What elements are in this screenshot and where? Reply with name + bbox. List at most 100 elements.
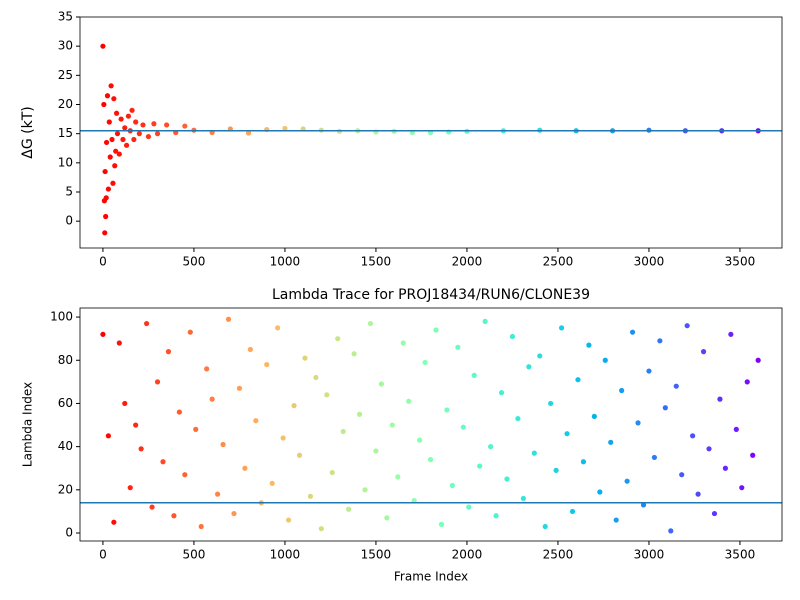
point: [711, 510, 718, 517]
y-tick-label: 20: [58, 482, 73, 496]
point: [151, 121, 157, 127]
point: [340, 428, 346, 435]
point: [275, 325, 281, 331]
point: [477, 463, 483, 469]
y-tick-label: 80: [58, 353, 73, 367]
point: [140, 122, 146, 128]
point: [220, 441, 226, 448]
axes-frame: [79, 16, 783, 249]
point: [307, 493, 314, 499]
point: [602, 357, 608, 363]
point: [131, 136, 137, 143]
point: [125, 113, 132, 119]
point: [651, 454, 658, 461]
x-tick-label: 3000: [634, 548, 665, 562]
point: [102, 230, 108, 236]
point: [171, 513, 177, 519]
point: [384, 515, 390, 521]
point: [245, 130, 252, 136]
point: [558, 325, 565, 331]
point: [515, 415, 521, 422]
point: [335, 336, 341, 342]
point: [728, 331, 734, 337]
point: [569, 508, 576, 515]
point: [112, 163, 118, 169]
x-tick-label: 2500: [543, 255, 574, 269]
point: [619, 387, 625, 394]
point: [110, 180, 116, 186]
point: [209, 396, 215, 402]
point: [444, 407, 450, 413]
point: [122, 400, 128, 407]
point: [102, 168, 108, 175]
point: [105, 186, 111, 192]
point: [438, 521, 445, 527]
point: [395, 474, 401, 480]
point: [282, 125, 288, 132]
point: [108, 83, 114, 89]
point: [542, 523, 548, 530]
point: [700, 349, 707, 355]
chart-title: Lambda Trace for PROJ18434/RUN6/CLONE39: [272, 287, 590, 303]
point: [417, 437, 423, 443]
point: [362, 487, 368, 493]
point: [324, 392, 330, 398]
point: [103, 213, 109, 220]
y-tick-label: 30: [58, 39, 73, 53]
x-tick-label: 1000: [270, 255, 301, 269]
point: [400, 340, 406, 346]
point: [690, 433, 696, 439]
point: [127, 485, 133, 491]
point: [717, 396, 723, 402]
point: [613, 517, 619, 523]
point: [204, 366, 210, 372]
point: [100, 43, 106, 49]
point: [668, 528, 674, 534]
point: [526, 364, 532, 370]
point: [744, 379, 750, 385]
point: [509, 333, 516, 340]
point: [187, 329, 193, 335]
point: [466, 504, 472, 510]
x-tick-label: 3500: [725, 255, 756, 269]
point: [389, 422, 395, 428]
point: [103, 139, 110, 146]
y-tick-label: 25: [58, 68, 73, 82]
point: [755, 357, 761, 363]
x-axis-label: Frame Index: [394, 570, 468, 584]
point: [722, 465, 728, 471]
point: [673, 383, 679, 389]
point: [129, 107, 135, 113]
point: [679, 472, 685, 478]
point: [103, 195, 109, 201]
point: [356, 411, 363, 417]
axes-frame: [79, 307, 783, 542]
y-tick-label: 5: [65, 185, 73, 199]
point: [640, 502, 647, 508]
point: [118, 116, 124, 122]
point: [104, 93, 111, 99]
point: [111, 96, 117, 102]
point: [136, 131, 142, 137]
point: [608, 439, 614, 445]
point: [214, 491, 221, 497]
point: [493, 513, 499, 519]
point: [411, 498, 417, 504]
point: [351, 351, 357, 357]
point: [433, 327, 439, 333]
point: [449, 482, 455, 489]
point: [706, 446, 712, 452]
point: [225, 316, 232, 322]
point: [406, 398, 412, 404]
point: [318, 526, 324, 532]
point: [597, 489, 603, 495]
x-tick-label: 500: [182, 548, 205, 562]
x-tick-label: 0: [99, 548, 107, 562]
point: [113, 148, 119, 154]
point: [564, 431, 570, 437]
point: [165, 349, 172, 355]
y-tick-label: 35: [58, 10, 73, 24]
point: [422, 359, 428, 366]
